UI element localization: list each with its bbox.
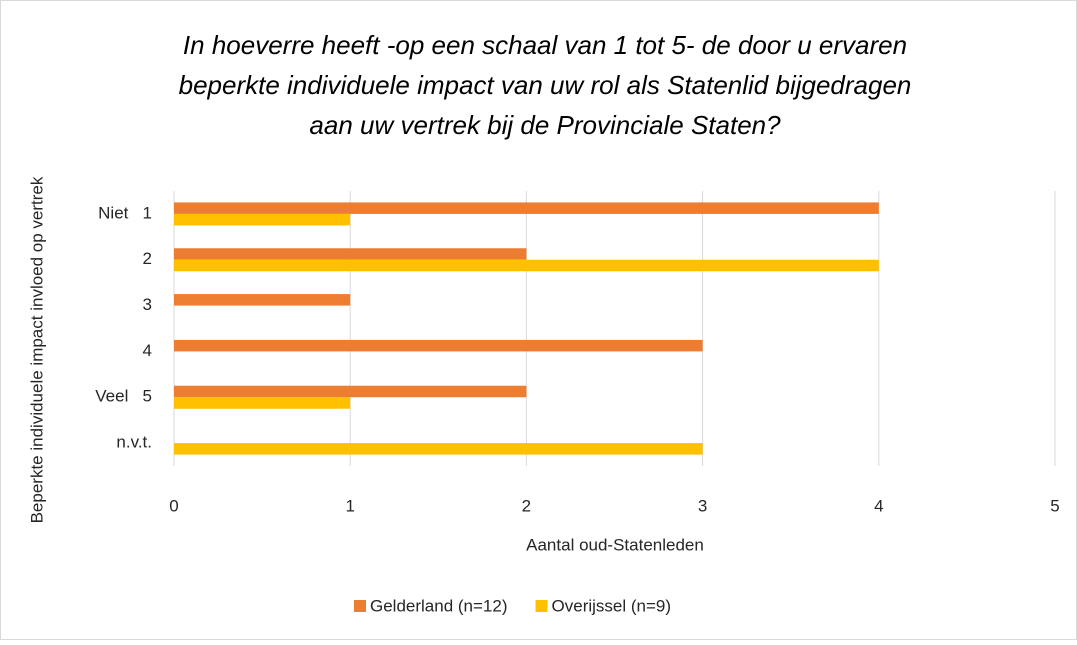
y-tick-label: 3 xyxy=(143,295,152,314)
legend-swatch xyxy=(535,600,548,612)
chart-title: aan uw vertrek bij de Provinciale Staten… xyxy=(309,110,781,140)
bar xyxy=(174,202,879,214)
bar xyxy=(174,385,527,398)
bar xyxy=(174,443,703,455)
legend-label: Gelderland (n=12) xyxy=(370,596,508,615)
x-tick-label: 0 xyxy=(169,496,178,515)
bar xyxy=(174,397,351,409)
x-tick-label: 2 xyxy=(522,496,531,515)
x-axis-title: Aantal oud-Statenleden xyxy=(526,535,704,554)
y-axis-title: Beperkte individuele impact invloed op v… xyxy=(27,176,46,523)
y-tick-label: n.v.t. xyxy=(116,433,152,452)
chart-title: In hoeverre heeft -op een schaal van 1 t… xyxy=(183,30,907,60)
bar xyxy=(174,339,703,352)
legend-label: Overijssel (n=9) xyxy=(552,596,672,615)
x-tick-label: 5 xyxy=(1050,496,1059,515)
x-tick-label: 3 xyxy=(698,496,707,515)
y-tick-label: Veel 5 xyxy=(95,387,152,406)
x-tick-label: 4 xyxy=(874,496,883,515)
y-tick-label: 2 xyxy=(143,249,152,268)
legend-swatch xyxy=(354,600,366,612)
bar xyxy=(174,294,351,306)
x-tick-label: 1 xyxy=(345,496,354,515)
chart-title: beperkte individuele impact van uw rol a… xyxy=(179,70,912,100)
y-tick-label: Niet 1 xyxy=(98,203,152,222)
bar xyxy=(174,259,879,272)
bar xyxy=(174,213,351,226)
y-tick-label: 4 xyxy=(143,341,152,360)
bar xyxy=(174,248,527,260)
